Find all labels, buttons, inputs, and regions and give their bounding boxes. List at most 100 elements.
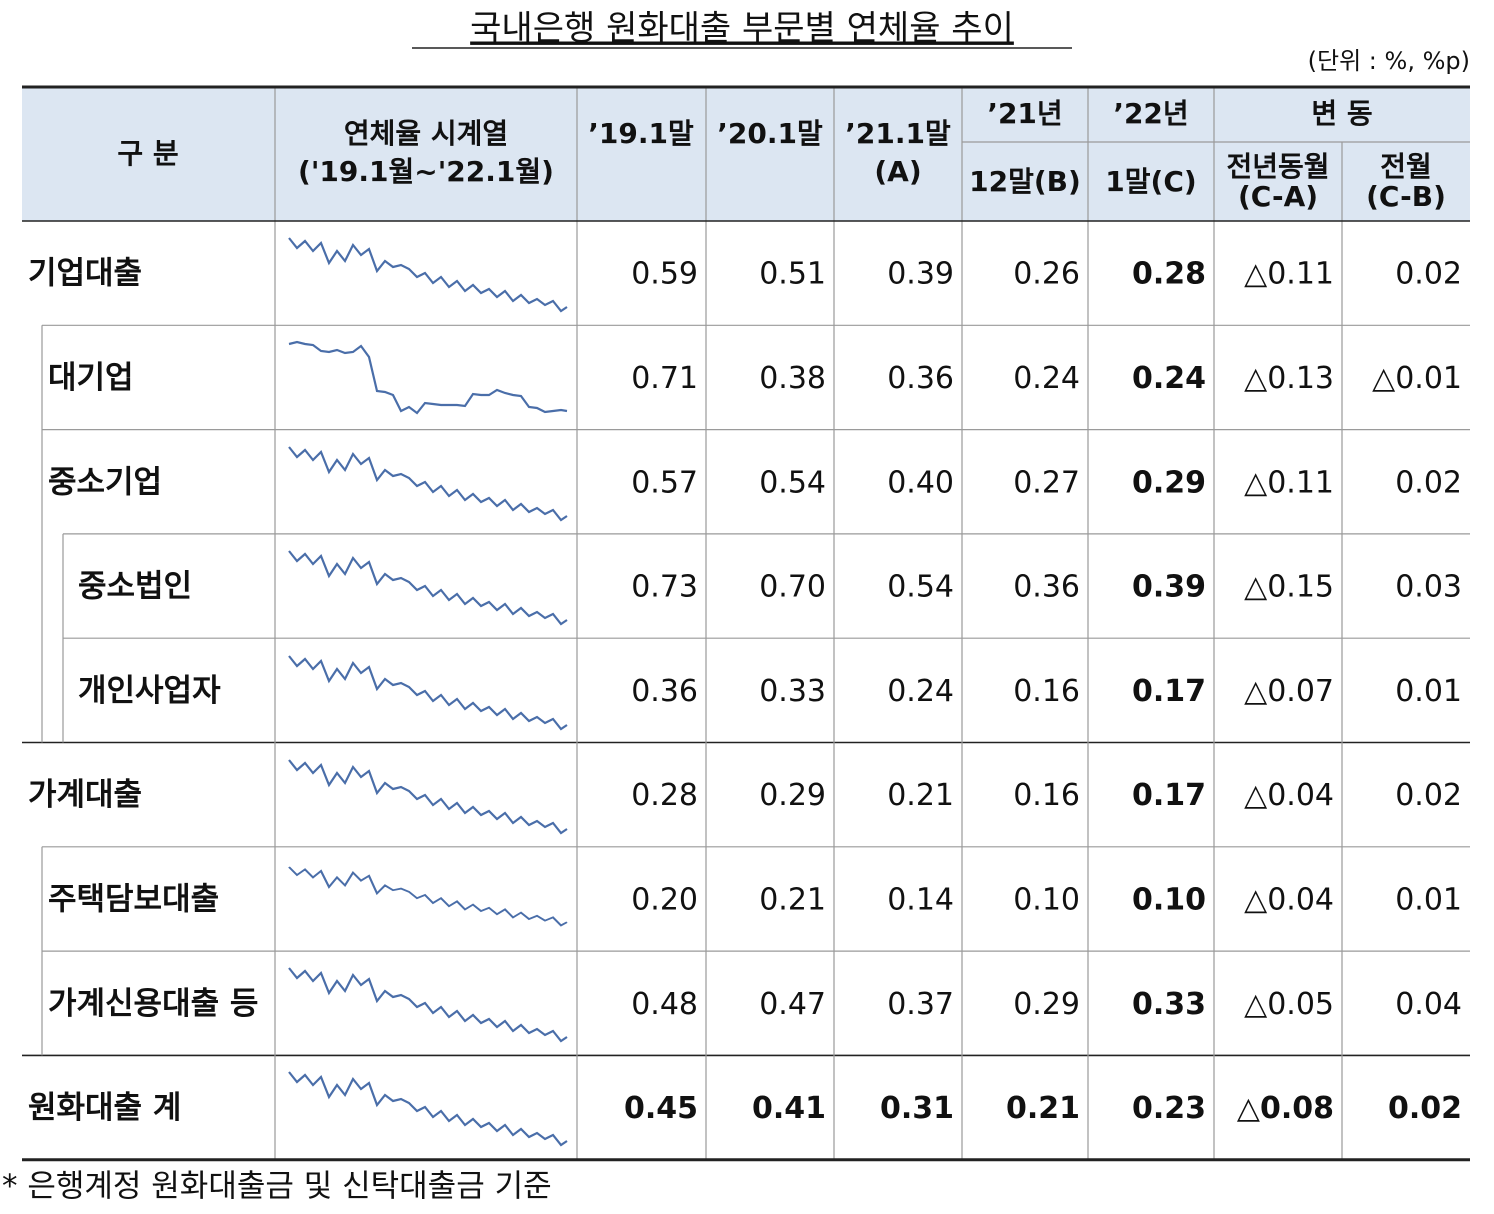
header-cell: 12말(B) [969, 165, 1081, 198]
cell-value: 0.39 [887, 257, 954, 292]
cell-value: 0.73 [631, 570, 698, 605]
row-label: 원화대출 계 [28, 1090, 181, 1126]
cell-value: 0.38 [759, 361, 826, 396]
title: 국내은행 원화대출 부문별 연체율 추이 [470, 9, 1014, 49]
cell-value: 0.02 [1395, 778, 1462, 813]
row-label: 중소법인 [78, 569, 192, 605]
cell-value: △0.11 [1244, 257, 1334, 292]
cell-value: 0.28 [1132, 257, 1206, 292]
cell-value: 0.26 [1013, 257, 1080, 292]
cell-value: 0.59 [631, 257, 698, 292]
cell-value: 0.29 [759, 778, 826, 813]
cell-value: △0.04 [1244, 882, 1334, 917]
cell-value: △0.08 [1237, 1091, 1334, 1126]
header-cell: 1말(C) [1105, 165, 1196, 198]
cell-value: 0.23 [1132, 1091, 1206, 1126]
cell-value: 0.48 [631, 987, 698, 1022]
row-label: 중소기업 [48, 464, 162, 500]
cell-value: 0.37 [887, 987, 954, 1022]
row-label: 가계대출 [28, 777, 142, 813]
header-cell: 전월 [1380, 150, 1432, 183]
cell-value: 0.27 [1013, 465, 1080, 500]
header-cell: ’20.1말 [717, 117, 823, 150]
cell-value: 0.01 [1395, 882, 1462, 917]
cell-value: 0.45 [624, 1091, 698, 1126]
cell-value: 0.51 [759, 257, 826, 292]
cell-value: 0.47 [759, 987, 826, 1022]
cell-value: 0.40 [887, 465, 954, 500]
cell-value: △0.07 [1244, 674, 1334, 709]
cell-value: △0.04 [1244, 778, 1334, 813]
header-background [22, 87, 1470, 221]
cell-value: 0.31 [880, 1091, 954, 1126]
row-label: 주택담보대출 [48, 881, 219, 917]
cell-value: 0.02 [1395, 257, 1462, 292]
cell-value: 0.21 [887, 778, 954, 813]
row-label: 가계신용대출 등 [48, 986, 258, 1022]
header-cell: ’19.1말 [588, 117, 694, 150]
cell-value: 0.01 [1395, 674, 1462, 709]
cell-value: 0.24 [1132, 361, 1206, 396]
cell-value: 0.02 [1395, 465, 1462, 500]
cell-value: 0.28 [631, 778, 698, 813]
cell-value: 0.71 [631, 361, 698, 396]
sparkline [287, 236, 569, 313]
cell-value: 0.16 [1013, 778, 1080, 813]
sparkline [287, 549, 569, 626]
header-cell: ’22년 [1113, 97, 1188, 130]
sparkline [287, 758, 569, 835]
cell-value: 0.57 [631, 465, 698, 500]
cell-value: △0.01 [1372, 361, 1462, 396]
cell-value: 0.21 [759, 882, 826, 917]
cell-value: 0.36 [887, 361, 954, 396]
cell-value: 0.29 [1132, 465, 1206, 500]
header-cell: (C-B) [1366, 180, 1446, 213]
cell-value: △0.11 [1244, 465, 1334, 500]
sparkline [287, 445, 569, 522]
row-label: 대기업 [48, 360, 134, 396]
cell-value: 0.17 [1132, 778, 1206, 813]
sparkline [287, 1070, 569, 1147]
header-cell: 연체율 시계열 [344, 117, 508, 150]
cell-value: 0.33 [1132, 987, 1206, 1022]
cell-value: △0.05 [1244, 987, 1334, 1022]
cell-value: 0.04 [1395, 987, 1462, 1022]
cell-value: 0.36 [1013, 570, 1080, 605]
header-cell: (A) [874, 155, 921, 188]
cell-value: 0.03 [1395, 570, 1462, 605]
cell-value: △0.13 [1244, 361, 1334, 396]
cell-value: 0.24 [1013, 361, 1080, 396]
cell-value: 0.14 [887, 882, 954, 917]
cell-value: 0.17 [1132, 674, 1206, 709]
cell-value: 0.54 [887, 570, 954, 605]
cell-value: △0.15 [1244, 570, 1334, 605]
cell-value: 0.29 [1013, 987, 1080, 1022]
cell-value: 0.21 [1006, 1091, 1080, 1126]
cell-value: 0.70 [759, 570, 826, 605]
sparkline [287, 865, 569, 927]
sparkline [287, 654, 569, 731]
sparkline [287, 966, 569, 1043]
header-cell: (C-A) [1238, 180, 1318, 213]
unit: (단위 : %, %p) [1308, 47, 1470, 75]
cell-value: 0.02 [1388, 1091, 1462, 1126]
cell-value: 0.10 [1132, 882, 1206, 917]
footnote: * 은행계정 원화대출금 및 신탁대출금 기준 [2, 1169, 552, 1205]
sparkline [288, 340, 568, 415]
header-cell: ’21.1말 [845, 117, 951, 150]
header-cell: 전년동월 [1226, 150, 1329, 183]
cell-value: 0.16 [1013, 674, 1080, 709]
header-cell: 구 분 [117, 137, 178, 170]
cell-value: 0.24 [887, 674, 954, 709]
cell-value: 0.20 [631, 882, 698, 917]
header-cell: ('19.1월~'22.1월) [298, 155, 554, 188]
cell-value: 0.10 [1013, 882, 1080, 917]
sparklines [287, 236, 569, 1147]
cell-value: 0.33 [759, 674, 826, 709]
row-label: 개인사업자 [78, 673, 221, 709]
cell-value: 0.41 [752, 1091, 826, 1126]
header-cell: ’21년 [987, 97, 1062, 130]
cell-value: 0.54 [759, 465, 826, 500]
cell-value: 0.36 [631, 674, 698, 709]
